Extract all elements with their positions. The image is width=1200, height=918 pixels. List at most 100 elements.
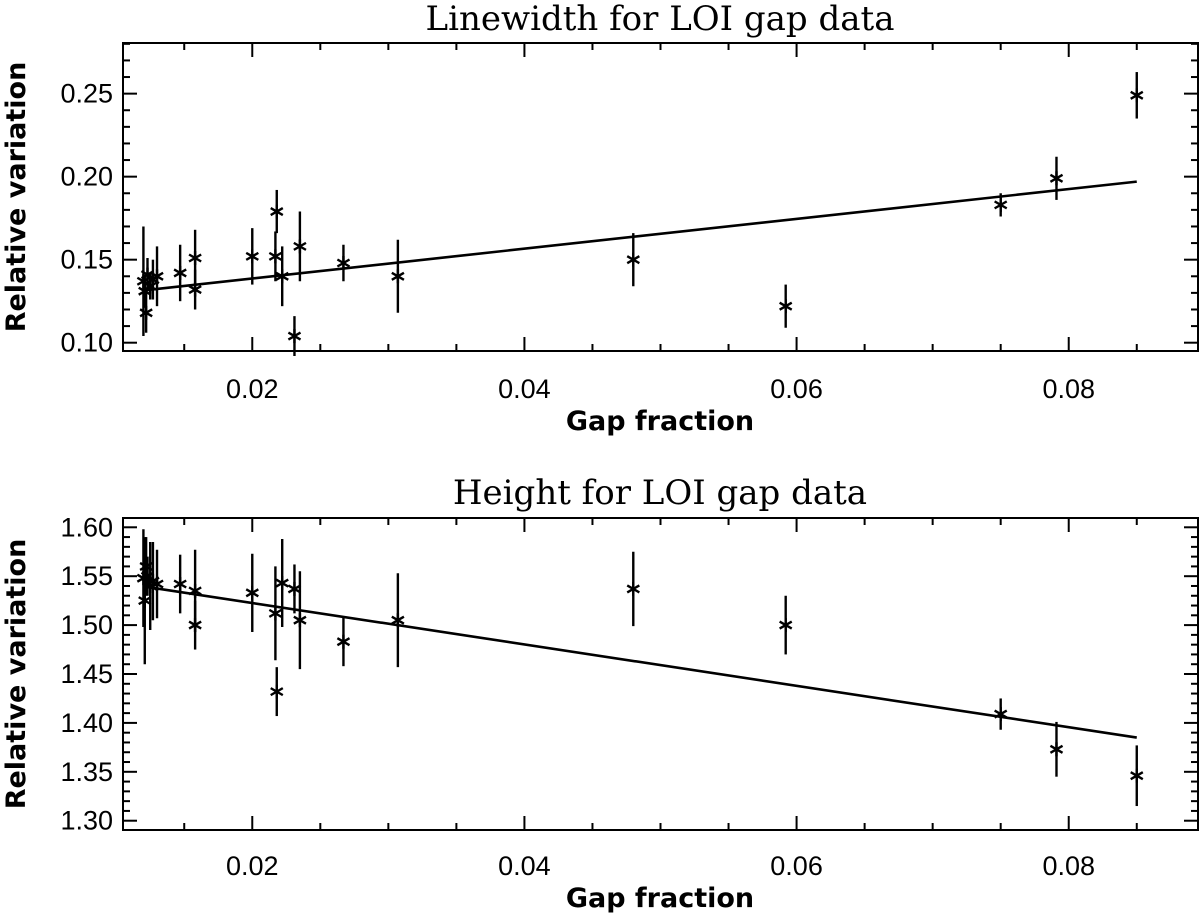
asterisk-stroke	[173, 268, 187, 278]
asterisk-stroke	[188, 586, 202, 596]
asterisk-stroke	[188, 253, 202, 263]
linewidth-chart-title: Linewidth for LOI gap data	[426, 0, 895, 39]
asterisk-stroke	[1049, 744, 1064, 754]
asterisk-stroke	[1130, 90, 1144, 100]
linewidth-data-point	[270, 204, 284, 219]
linewidth-data-point	[1049, 171, 1064, 186]
linewidth-data-point	[287, 329, 302, 344]
asterisk-stroke	[270, 687, 284, 697]
height-data-point	[336, 634, 351, 649]
asterisk-stroke	[1049, 173, 1064, 183]
asterisk-stroke	[138, 596, 152, 606]
linewidth-data-point	[336, 256, 351, 270]
height-x-axis-label: Gap fraction	[566, 883, 754, 914]
asterisk-stroke	[336, 637, 351, 647]
asterisk-stroke	[139, 308, 153, 318]
height-data-points	[136, 529, 1144, 807]
height-x-tick-label: 0.08	[1042, 851, 1095, 881]
linewidth-data-point	[138, 284, 152, 299]
asterisk-stroke	[336, 258, 351, 268]
linewidth-data-point	[173, 265, 187, 280]
asterisk-stroke	[994, 709, 1008, 719]
height-data-point	[270, 684, 284, 699]
height-fit-line	[143, 585, 1137, 739]
linewidth-data-point	[188, 251, 202, 266]
asterisk-stroke	[275, 271, 289, 281]
height-data-point	[275, 576, 289, 591]
linewidth-y-axis-label: Relative variation	[1, 62, 32, 333]
linewidth-y-tick-label: 0.10	[60, 328, 113, 358]
height-data-point	[245, 585, 259, 600]
height-data-point	[268, 606, 283, 621]
linewidth-data-point	[275, 269, 289, 284]
linewidth-y-tick-label: 0.15	[60, 245, 113, 275]
linewidth-x-axis-label: Gap fraction	[566, 406, 754, 437]
linewidth-y-tick-label: 0.25	[60, 79, 113, 109]
linewidth-data-point	[994, 197, 1008, 212]
linewidth-x-tick-label: 0.02	[226, 374, 279, 404]
height-data-point	[188, 618, 202, 633]
height-x-tick-label: 0.04	[498, 851, 551, 881]
linewidth-data-point	[779, 299, 793, 314]
linewidth-data-point	[150, 269, 164, 284]
height-y-axis-label: Relative variation	[1, 539, 32, 810]
height-y-tick-label: 1.40	[60, 708, 113, 738]
linewidth-fit-line	[143, 180, 1137, 292]
linewidth-axis-ticks: 0.02 0.04 0.06 0.08 0.10 0.15 0.20 0.25	[60, 42, 1198, 404]
asterisk-stroke	[268, 251, 283, 261]
linewidth-data-point	[139, 305, 153, 320]
asterisk-stroke	[391, 271, 405, 281]
height-data-point	[140, 569, 155, 584]
asterisk-stroke	[173, 579, 187, 589]
height-plot-frame	[122, 517, 1199, 831]
height-data-point	[994, 707, 1008, 722]
linewidth-x-tick-label: 0.04	[498, 374, 551, 404]
linewidth-data-point	[626, 252, 640, 267]
linewidth-data-point	[1130, 88, 1144, 103]
linewidth-data-point	[245, 249, 259, 264]
linewidth-data-point	[268, 249, 283, 264]
asterisk-stroke	[293, 615, 307, 625]
asterisk-stroke	[270, 206, 284, 217]
asterisk-stroke	[1130, 771, 1144, 781]
linewidth-panel: Linewidth for LOI gap data Gap fraction …	[1, 0, 1199, 437]
linewidth-data-point	[391, 269, 405, 284]
height-data-point	[173, 577, 187, 592]
asterisk-stroke	[150, 579, 164, 589]
linewidth-x-tick-label: 0.08	[1042, 374, 1095, 404]
asterisk-stroke	[143, 281, 157, 291]
height-y-tick-label: 1.35	[60, 757, 113, 787]
asterisk-stroke	[188, 285, 202, 295]
asterisk-stroke	[779, 301, 793, 311]
height-x-tick-label: 0.02	[226, 851, 279, 881]
height-y-tick-label: 1.60	[60, 512, 113, 542]
asterisk-stroke	[391, 615, 405, 625]
height-y-tick-label: 1.30	[60, 806, 113, 836]
asterisk-stroke	[779, 620, 793, 630]
asterisk-stroke	[626, 255, 640, 265]
linewidth-y-tick-label: 0.20	[60, 162, 113, 192]
height-y-tick-label: 1.50	[60, 610, 113, 640]
height-data-point	[779, 618, 793, 633]
linewidth-x-tick-label: 0.06	[770, 374, 823, 404]
height-data-point	[150, 577, 164, 592]
height-chart-title: Height for LOI gap data	[453, 473, 867, 513]
asterisk-stroke	[140, 571, 155, 581]
asterisk-stroke	[138, 286, 152, 296]
asterisk-stroke	[245, 588, 259, 598]
linewidth-data-point	[293, 239, 307, 254]
height-data-point	[1130, 768, 1144, 783]
height-data-point	[188, 583, 202, 598]
height-y-tick-label: 1.45	[60, 659, 113, 689]
height-panel: Height for LOI gap data Gap fraction Rel…	[1, 473, 1199, 914]
asterisk-stroke	[287, 584, 302, 594]
asterisk-stroke	[268, 608, 283, 618]
height-data-point	[391, 613, 405, 628]
asterisk-stroke	[994, 200, 1008, 210]
asterisk-stroke	[287, 331, 302, 341]
asterisk-stroke	[626, 584, 640, 594]
linewidth-data-points	[136, 72, 1144, 356]
height-data-point	[293, 613, 307, 628]
asterisk-stroke	[293, 241, 307, 251]
